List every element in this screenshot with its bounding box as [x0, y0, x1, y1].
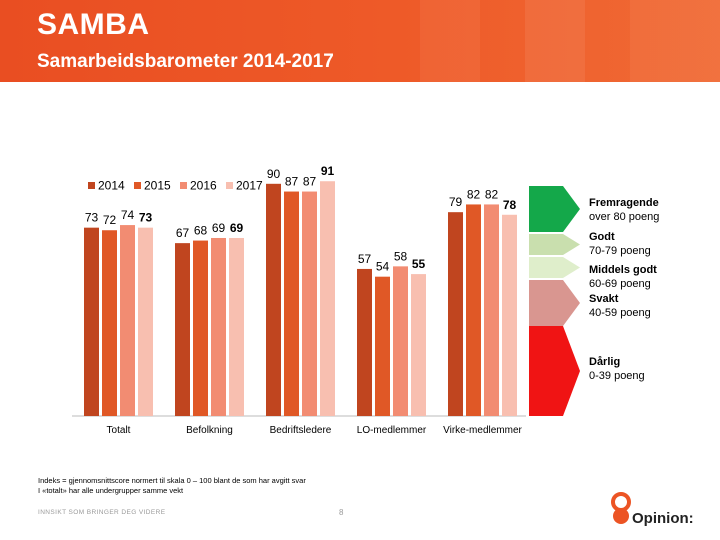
footer-tagline: INNSIKT SOM BRINGER DEG VIDERE [38, 509, 166, 516]
data-label-LO-medlemmer-2015: 54 [376, 260, 390, 274]
data-label-Befolkning-2014: 67 [176, 226, 190, 240]
data-label-Virke-medlemmer-2016: 82 [485, 187, 499, 201]
data-label-Bedriftsledere-2015: 87 [285, 175, 299, 189]
legend-swatch-2015 [134, 182, 141, 189]
scale-label-5: Svakt [589, 293, 619, 305]
scale-block-5 [529, 326, 580, 416]
header-banner: SAMBA Samarbeidsbarometer 2014-2017 [0, 0, 720, 82]
scale-label-4: Middels godt [589, 264, 657, 276]
legend-label-2016: 2016 [190, 179, 217, 193]
scale-label-1: Fremragende [589, 197, 659, 209]
scale-block-3 [529, 257, 580, 278]
data-label-Totalt-2017: 73 [139, 211, 153, 225]
brand-name: Opinion: [632, 510, 694, 527]
data-label-Virke-medlemmer-2014: 79 [449, 195, 463, 209]
bar-Virke-medlemmer-2017 [502, 214, 517, 416]
bar-Befolkning-2015 [193, 240, 208, 416]
footnote-line-2: I «totalt» har alle undergrupper samme v… [38, 486, 184, 495]
data-label-LO-medlemmer-2014: 57 [358, 252, 372, 266]
header-decoration [420, 0, 720, 82]
data-label-Befolkning-2017: 69 [230, 221, 244, 235]
legend-label-2014: 2014 [98, 179, 125, 193]
page-subtitle: Samarbeidsbarometer 2014-2017 [37, 51, 334, 72]
bar-LO-medlemmer-2015 [375, 276, 390, 416]
bar-LO-medlemmer-2014 [357, 268, 372, 416]
scale-label-6: Dårlig [589, 356, 620, 368]
bar-Bedriftsledere-2017 [320, 181, 335, 416]
footnote-line-1: Indeks = gjennomsnittscore normert til s… [38, 476, 306, 485]
category-label-Totalt: Totalt [107, 425, 131, 436]
bar-LO-medlemmer-2016 [393, 266, 408, 416]
bar-LO-medlemmer-2017 [411, 274, 426, 416]
legend-swatch-2016 [180, 182, 187, 189]
bar-Befolkning-2017 [229, 237, 244, 416]
data-label-Bedriftsledere-2017: 91 [321, 164, 335, 178]
category-label-LO-medlemmer: LO-medlemmer [357, 425, 427, 436]
bar-Totalt-2017 [138, 227, 153, 416]
scale-range-5: 40-59 poeng [589, 307, 651, 319]
bar-Virke-medlemmer-2016 [484, 204, 499, 416]
bar-Totalt-2016 [120, 225, 135, 416]
data-label-Bedriftsledere-2014: 90 [267, 167, 281, 181]
data-label-LO-medlemmer-2017: 55 [412, 257, 426, 271]
legend-label-2015: 2015 [144, 179, 171, 193]
page-title: SAMBA [37, 8, 150, 41]
data-label-Totalt-2015: 72 [103, 213, 117, 227]
legend-swatch-2017 [226, 182, 233, 189]
scale-range-2: 70-79 poeng [589, 245, 651, 257]
scale-block-4 [529, 280, 580, 326]
bar-Bedriftsledere-2014 [266, 183, 281, 416]
bar-Bedriftsledere-2015 [284, 191, 299, 416]
scale-range-6: 0-39 poeng [589, 370, 645, 382]
data-label-Virke-medlemmer-2015: 82 [467, 187, 481, 201]
data-label-Bedriftsledere-2016: 87 [303, 175, 317, 189]
data-label-Virke-medlemmer-2017: 78 [503, 198, 517, 212]
opinion-logo-icon [611, 492, 631, 524]
bar-Bedriftsledere-2016 [302, 191, 317, 416]
bar-Totalt-2014 [84, 227, 99, 416]
bar-Befolkning-2014 [175, 243, 190, 416]
scale-block-1 [529, 186, 580, 232]
data-label-Befolkning-2015: 68 [194, 224, 208, 238]
data-label-Totalt-2016: 74 [121, 208, 135, 222]
category-label-Virke-medlemmer: Virke-medlemmer [443, 425, 522, 436]
bar-Totalt-2015 [102, 230, 117, 416]
category-label-Bedriftsledere: Bedriftsledere [270, 425, 332, 436]
category-label-Befolkning: Befolkning [186, 425, 233, 436]
bar-Befolkning-2016 [211, 237, 226, 416]
bar-Virke-medlemmer-2015 [466, 204, 481, 416]
scale-range-1: over 80 poeng [589, 211, 659, 223]
scale-block-2 [529, 234, 580, 255]
data-label-Totalt-2014: 73 [85, 211, 99, 225]
legend-label-2017: 2017 [236, 179, 263, 193]
legend-swatch-2014 [88, 182, 95, 189]
data-label-LO-medlemmer-2016: 58 [394, 249, 408, 263]
bar-Virke-medlemmer-2014 [448, 212, 463, 416]
scale-label-2: Godt [589, 231, 615, 243]
page-number: 8 [339, 508, 344, 517]
scale-range-4: 60-69 poeng [589, 278, 651, 290]
data-label-Befolkning-2016: 69 [212, 221, 226, 235]
